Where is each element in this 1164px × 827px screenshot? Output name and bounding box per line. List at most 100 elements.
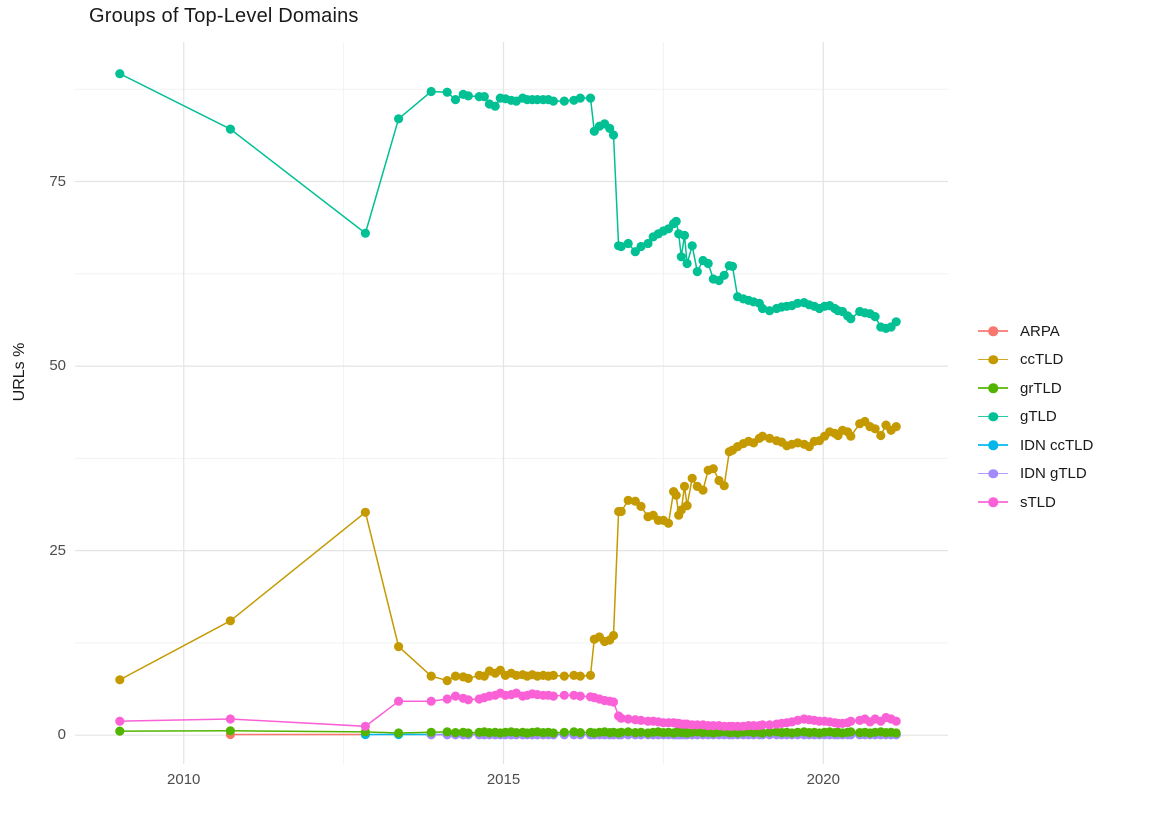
data-point bbox=[687, 241, 697, 251]
data-point bbox=[548, 96, 558, 106]
data-point bbox=[450, 691, 461, 701]
data-point bbox=[616, 727, 626, 737]
data-point bbox=[616, 241, 626, 252]
data-point bbox=[679, 230, 690, 240]
data-point bbox=[765, 727, 775, 737]
legend-key-icon bbox=[978, 378, 1008, 398]
data-point bbox=[671, 490, 681, 500]
data-point bbox=[623, 495, 633, 505]
legend-item-idn-cctld: IDN ccTLD bbox=[978, 435, 1093, 455]
data-point bbox=[757, 303, 768, 314]
data-point bbox=[687, 473, 697, 483]
data-point bbox=[575, 671, 585, 681]
y-tick-label: 0 bbox=[57, 726, 66, 744]
data-point bbox=[360, 721, 370, 731]
legend-key-icon bbox=[978, 407, 1008, 427]
data-point bbox=[703, 258, 713, 269]
data-point bbox=[623, 727, 633, 737]
legend-key-icon bbox=[978, 350, 1008, 370]
legend-label: IDN gTLD bbox=[1020, 465, 1087, 482]
data-point bbox=[846, 727, 856, 737]
data-point bbox=[490, 101, 500, 111]
legend-label: sTLD bbox=[1020, 493, 1056, 511]
x-tick-label: 2010 bbox=[167, 771, 201, 788]
data-point bbox=[727, 261, 738, 271]
data-point bbox=[575, 728, 585, 738]
data-point bbox=[575, 691, 585, 701]
data-point bbox=[608, 630, 619, 641]
data-point bbox=[559, 96, 569, 106]
data-point bbox=[608, 697, 619, 707]
legend-item-idn-gtld: IDN gTLD bbox=[978, 464, 1093, 484]
legend-item-grtld: grTLD bbox=[978, 378, 1093, 398]
legend-key-icon bbox=[978, 321, 1008, 341]
data-point bbox=[585, 670, 596, 681]
data-point bbox=[559, 727, 569, 737]
data-point bbox=[442, 676, 452, 686]
legend-label: ARPA bbox=[1020, 322, 1060, 340]
legend-item-gtld: gTLD bbox=[978, 407, 1093, 427]
data-point bbox=[225, 616, 235, 626]
data-point bbox=[891, 317, 901, 327]
data-point bbox=[757, 431, 768, 441]
legend: ARPA ccTLD grTLD gTLD IDN ccTLD IDN gTLD sTLD bbox=[978, 321, 1093, 512]
data-point bbox=[891, 728, 901, 738]
data-point bbox=[450, 728, 461, 738]
data-point bbox=[719, 270, 729, 280]
legend-key-icon bbox=[978, 492, 1008, 512]
y-tick-label: 50 bbox=[49, 357, 66, 375]
data-point bbox=[548, 728, 558, 738]
data-point bbox=[608, 130, 619, 140]
data-point bbox=[115, 69, 125, 79]
data-point bbox=[636, 727, 646, 737]
data-point bbox=[891, 422, 901, 432]
chart-title: Groups of Top-Level Domains bbox=[89, 5, 359, 27]
data-point bbox=[442, 694, 452, 704]
y-tick-label: 25 bbox=[49, 541, 66, 559]
data-point bbox=[846, 716, 856, 726]
data-point bbox=[757, 728, 768, 738]
data-point bbox=[394, 642, 404, 652]
data-point bbox=[463, 673, 473, 684]
data-point bbox=[623, 714, 633, 724]
series-cctld bbox=[115, 416, 901, 686]
data-point bbox=[426, 696, 436, 706]
data-point bbox=[360, 228, 370, 238]
data-point bbox=[765, 720, 775, 730]
data-point bbox=[870, 424, 880, 434]
data-point bbox=[394, 114, 404, 124]
data-point bbox=[394, 696, 404, 706]
data-point bbox=[450, 95, 461, 105]
legend-label: IDN ccTLD bbox=[1020, 436, 1094, 454]
data-point bbox=[636, 501, 646, 511]
data-point bbox=[115, 675, 125, 685]
data-point bbox=[623, 238, 633, 249]
data-point bbox=[846, 314, 856, 324]
data-point bbox=[426, 727, 436, 737]
data-point bbox=[548, 670, 558, 681]
data-point bbox=[225, 714, 235, 724]
data-point bbox=[559, 690, 569, 700]
data-point bbox=[676, 252, 686, 262]
data-point bbox=[463, 91, 473, 101]
data-point bbox=[636, 241, 646, 252]
legend-label: gTLD bbox=[1020, 408, 1057, 425]
data-point bbox=[463, 695, 473, 705]
data-point bbox=[679, 481, 690, 491]
legend-key-icon bbox=[978, 464, 1008, 484]
data-point bbox=[870, 312, 880, 322]
data-point bbox=[671, 216, 681, 226]
data-point bbox=[575, 93, 585, 103]
data-point bbox=[765, 433, 775, 443]
data-point bbox=[442, 727, 452, 737]
data-point bbox=[115, 726, 125, 736]
data-point bbox=[426, 86, 436, 97]
data-point bbox=[765, 306, 775, 316]
data-point bbox=[876, 430, 886, 441]
data-point bbox=[585, 93, 596, 103]
data-point bbox=[442, 87, 452, 97]
legend-label: grTLD bbox=[1020, 379, 1062, 397]
data-point bbox=[479, 92, 489, 102]
data-point bbox=[463, 728, 473, 738]
